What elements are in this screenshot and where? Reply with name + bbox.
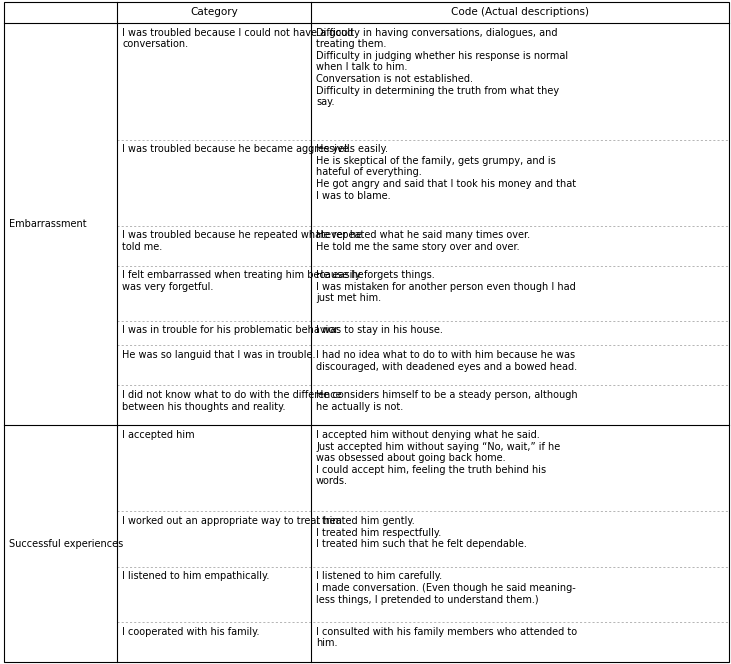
Text: I cooperated with his family.: I cooperated with his family.: [122, 627, 260, 637]
Text: He was so languid that I was in trouble.: He was so languid that I was in trouble.: [122, 350, 316, 360]
Text: I had no idea what to do to with him because he was
discouraged, with deadened e: I had no idea what to do to with him bec…: [316, 350, 577, 372]
Text: I listened to him carefully.
I made conversation. (Even though he said meaning-
: I listened to him carefully. I made conv…: [316, 571, 576, 604]
Text: I was troubled because he repeated whatever he
told me.: I was troubled because he repeated whate…: [122, 230, 363, 252]
Text: He considers himself to be a steady person, although
he actually is not.: He considers himself to be a steady pers…: [316, 390, 577, 412]
Text: He easily forgets things.
I was mistaken for another person even though I had
ju: He easily forgets things. I was mistaken…: [316, 270, 576, 303]
Text: Successful experiences: Successful experiences: [9, 539, 124, 548]
Text: I treated him gently.
I treated him respectfully.
I treated him such that he fel: I treated him gently. I treated him resp…: [316, 516, 527, 549]
Text: Difficulty in having conversations, dialogues, and
treating them.
Difficulty in : Difficulty in having conversations, dial…: [316, 28, 568, 107]
Text: Category: Category: [190, 7, 238, 17]
Text: I was to stay in his house.: I was to stay in his house.: [316, 325, 443, 335]
Text: I listened to him empathically.: I listened to him empathically.: [122, 571, 270, 582]
Text: He yells easily.
He is skeptical of the family, gets grumpy, and is
hateful of e: He yells easily. He is skeptical of the …: [316, 144, 576, 201]
Text: I accepted him without denying what he said.
Just accepted him without saying “N: I accepted him without denying what he s…: [316, 430, 560, 487]
Text: I worked out an appropriate way to treat him.: I worked out an appropriate way to treat…: [122, 516, 345, 526]
Text: I felt embarrassed when treating him because he
was very forgetful.: I felt embarrassed when treating him bec…: [122, 270, 364, 291]
Text: Embarrassment: Embarrassment: [9, 219, 87, 229]
Text: I consulted with his family members who attended to
him.: I consulted with his family members who …: [316, 627, 577, 648]
Text: Code (Actual descriptions): Code (Actual descriptions): [451, 7, 589, 17]
Text: I did not know what to do with the difference
between his thoughts and reality.: I did not know what to do with the diffe…: [122, 390, 342, 412]
Text: I was in trouble for his problematic behavior.: I was in trouble for his problematic beh…: [122, 325, 341, 335]
Text: I was troubled because he became aggressive.: I was troubled because he became aggress…: [122, 144, 352, 154]
Text: He repeated what he said many times over.
He told me the same story over and ove: He repeated what he said many times over…: [316, 230, 530, 252]
Text: I was troubled because I could not have a good
conversation.: I was troubled because I could not have …: [122, 28, 354, 49]
Text: I accepted him: I accepted him: [122, 430, 195, 440]
